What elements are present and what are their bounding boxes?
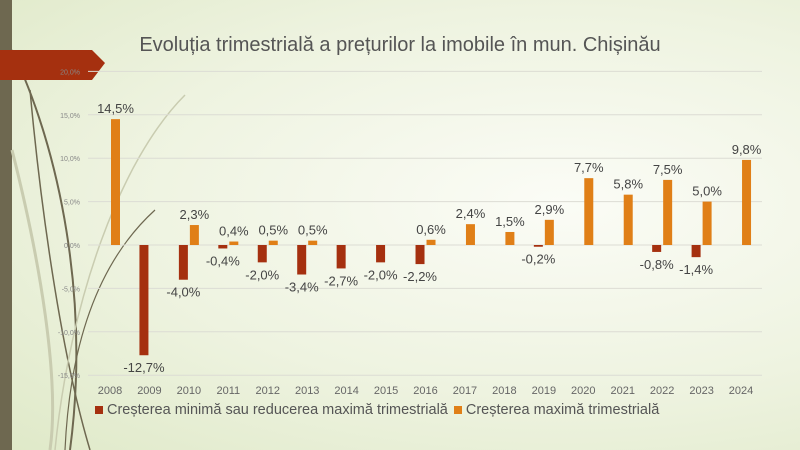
bar-max — [742, 159, 752, 245]
data-label: -4,0% — [166, 285, 200, 300]
bar-max — [584, 178, 594, 245]
bar-min — [533, 245, 543, 247]
data-label: 0,6% — [416, 222, 446, 237]
x-tick-label: 2013 — [295, 385, 319, 397]
bar-max — [229, 241, 239, 245]
x-tick-label: 2016 — [413, 385, 437, 397]
y-tick-label: 5,0% — [64, 200, 80, 207]
bar-max — [426, 239, 436, 245]
bar-min — [376, 245, 386, 263]
data-label: 0,4% — [219, 224, 249, 239]
y-tick-label: -15,0% — [58, 373, 80, 380]
data-label: -3,4% — [285, 280, 319, 295]
data-label: 0,5% — [258, 223, 288, 238]
bar-min — [652, 245, 662, 252]
data-label: -2,0% — [364, 267, 398, 282]
data-label: 0,5% — [298, 223, 328, 238]
bar-min — [297, 245, 307, 275]
y-tick-label: 0,0% — [64, 243, 80, 250]
data-label: -12,7% — [123, 360, 165, 375]
data-label: 5,0% — [692, 184, 722, 199]
legend-label-max: Creșterea maximă trimestrială — [465, 402, 660, 418]
data-label: 9,8% — [732, 142, 762, 157]
x-tick-label: 2020 — [571, 385, 595, 397]
title-banner-arrow — [0, 50, 105, 80]
legend-item-max: Creșterea maximă trimestrială — [453, 402, 660, 418]
chart-title: Evoluția trimestrială a prețurilor la im… — [139, 34, 661, 56]
data-label: -0,4% — [206, 253, 240, 268]
data-label: 5,8% — [613, 177, 643, 192]
x-tick-label: 2019 — [532, 385, 556, 397]
data-label: -0,8% — [640, 257, 674, 272]
y-tick-label: -10,0% — [58, 330, 80, 337]
data-label: -2,0% — [245, 267, 279, 282]
data-label: 1,5% — [495, 214, 525, 229]
data-label: -1,4% — [679, 262, 713, 277]
legend-item-min: Creșterea minimă sau reducerea maximă tr… — [95, 402, 448, 418]
x-tick-label: 2010 — [177, 385, 201, 397]
x-tick-label: 2022 — [650, 385, 674, 397]
bar-max — [308, 240, 318, 245]
bar-max — [663, 179, 673, 245]
legend-swatch-max — [453, 406, 462, 414]
bar-min — [257, 245, 267, 263]
bar-min — [178, 245, 188, 280]
x-tick-label: 2009 — [137, 385, 161, 397]
data-label: -0,2% — [521, 252, 555, 267]
bar-min — [139, 245, 149, 356]
x-tick-label: 2012 — [256, 385, 280, 397]
data-label: 2,4% — [456, 206, 486, 221]
bar-max — [623, 194, 633, 245]
x-tick-label: 2015 — [374, 385, 398, 397]
y-tick-label: 15,0% — [60, 113, 80, 120]
data-label: -2,7% — [324, 273, 358, 288]
x-tick-label: 2018 — [492, 385, 516, 397]
x-tick-label: 2024 — [729, 385, 753, 397]
data-label: -2,2% — [403, 269, 437, 284]
decorative-strip — [0, 0, 12, 450]
bar-max — [268, 240, 278, 245]
legend-label-min: Creșterea minimă sau reducerea maximă tr… — [107, 402, 448, 418]
data-label: 7,5% — [653, 162, 683, 177]
bar-min — [691, 245, 701, 258]
x-tick-label: 2017 — [453, 385, 477, 397]
bar-min — [336, 245, 346, 269]
x-tick-label: 2008 — [98, 385, 122, 397]
bar-max — [189, 225, 199, 245]
y-tick-label: 10,0% — [60, 156, 80, 163]
legend: Creșterea minimă sau reducerea maximă tr… — [95, 402, 659, 418]
bar-max — [544, 219, 554, 245]
y-tick-label: 20,0% — [60, 69, 80, 76]
y-tick-label: -5,0% — [62, 286, 80, 293]
bar-min — [218, 245, 228, 249]
bar-max — [111, 119, 120, 245]
bar-max — [505, 231, 515, 245]
bar-max — [465, 224, 475, 245]
x-tick-label: 2014 — [334, 385, 358, 397]
data-label: 2,9% — [535, 202, 565, 217]
x-tick-label: 2021 — [610, 385, 634, 397]
bar-max — [702, 201, 712, 245]
bar-min — [415, 245, 425, 265]
data-label: 2,3% — [180, 207, 210, 222]
x-tick-label: 2023 — [689, 385, 713, 397]
x-tick-label: 2011 — [216, 385, 240, 397]
data-label: 14,5% — [97, 101, 134, 116]
data-label: 7,7% — [574, 160, 604, 175]
legend-swatch-min — [95, 406, 103, 414]
